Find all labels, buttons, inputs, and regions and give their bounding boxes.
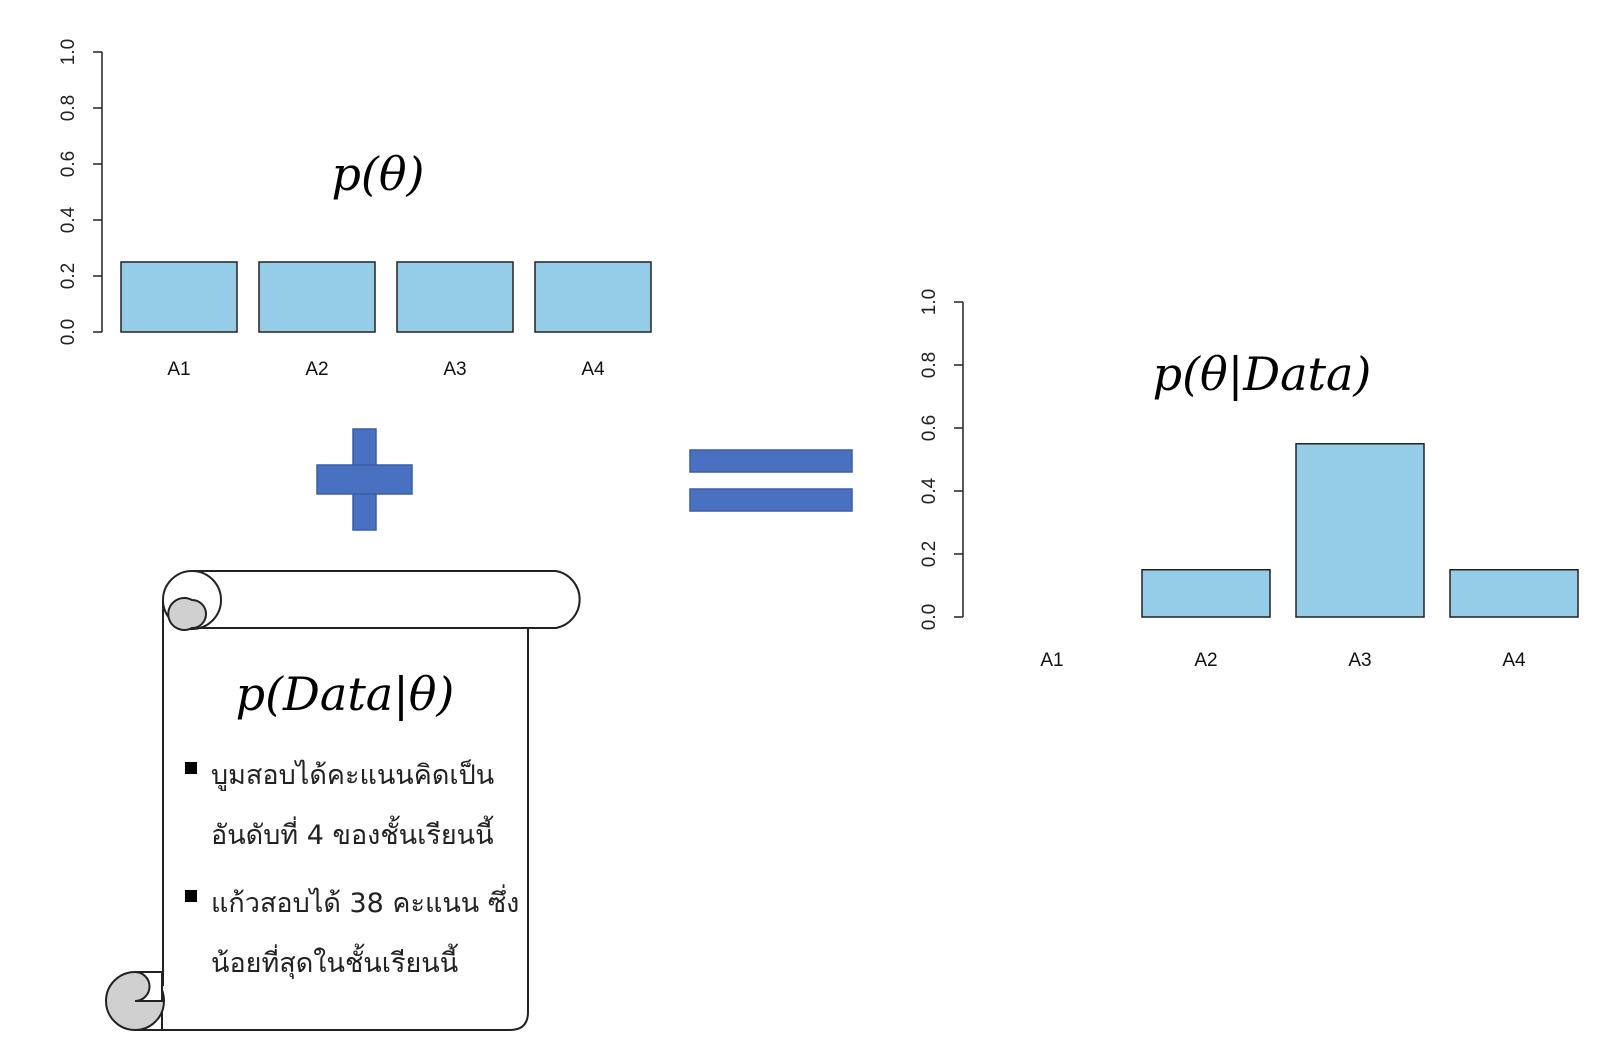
category-label-a1: A1 (167, 359, 190, 380)
plus-icon (316, 428, 413, 531)
bullet-marker (185, 890, 197, 902)
y-tick-label: 0.6 (919, 415, 940, 441)
bar-a2 (1141, 569, 1271, 618)
scroll-icon (105, 570, 581, 1031)
bar-a4 (1449, 569, 1579, 618)
y-tick-label: 0.8 (58, 95, 79, 121)
posterior-bar-chart: 0.0 0.2 0.4 0.6 0.8 1.0 A1 A2 A3 A4 (919, 289, 1579, 671)
bar-a1 (120, 261, 238, 333)
equals-icon (689, 449, 853, 512)
y-tick-label: 1.0 (58, 39, 79, 65)
category-label-a4: A4 (1502, 650, 1526, 671)
y-tick-label: 0.4 (58, 206, 79, 233)
bullet-1-line-1: บูมสอบได้คะแนนคิดเป็น (211, 757, 494, 791)
bullet-1-line-2: อันดับที่ 4 ของชั้นเรียนนี้ (211, 815, 494, 851)
category-label-a2: A2 (1194, 650, 1217, 671)
category-label-a2: A2 (305, 359, 328, 380)
bar-a2 (258, 261, 376, 333)
y-tick-label: 1.0 (919, 289, 940, 315)
y-tick-label: 0.2 (58, 263, 79, 289)
likelihood-title: p(Data|θ) (236, 667, 455, 721)
category-label-a1: A1 (1040, 650, 1063, 671)
bar-a3 (1295, 443, 1425, 618)
y-tick-label: 0.0 (919, 604, 940, 630)
bar-a3 (396, 261, 514, 333)
posterior-chart-title: p(θ|Data) (1153, 347, 1372, 401)
bullet-2-line-2: น้อยที่สุดในชั้นเรียนนี้ (211, 943, 458, 980)
bar-a4 (534, 261, 652, 333)
prior-chart-title: p(θ) (331, 147, 424, 201)
y-tick-label: 0.0 (58, 319, 79, 345)
y-tick-label: 0.2 (919, 541, 940, 567)
bullet-2-line-1: แก้วสอบได้ 38 คะแนน ซึ่ง (211, 884, 519, 919)
bullet-marker (185, 762, 197, 774)
y-tick-label: 0.6 (58, 151, 79, 177)
likelihood-bullet-list: บูมสอบได้คะแนนคิดเป็น อันดับที่ 4 ของชั้… (185, 757, 519, 980)
y-tick-label: 0.8 (919, 352, 940, 378)
category-label-a3: A3 (443, 359, 466, 380)
category-label-a3: A3 (1348, 650, 1371, 671)
category-label-a4: A4 (581, 359, 605, 380)
prior-bar-chart: 0.0 0.2 0.4 0.6 0.8 1.0 A1 A2 A3 A4 (58, 39, 652, 380)
y-tick-label: 0.4 (919, 477, 940, 504)
